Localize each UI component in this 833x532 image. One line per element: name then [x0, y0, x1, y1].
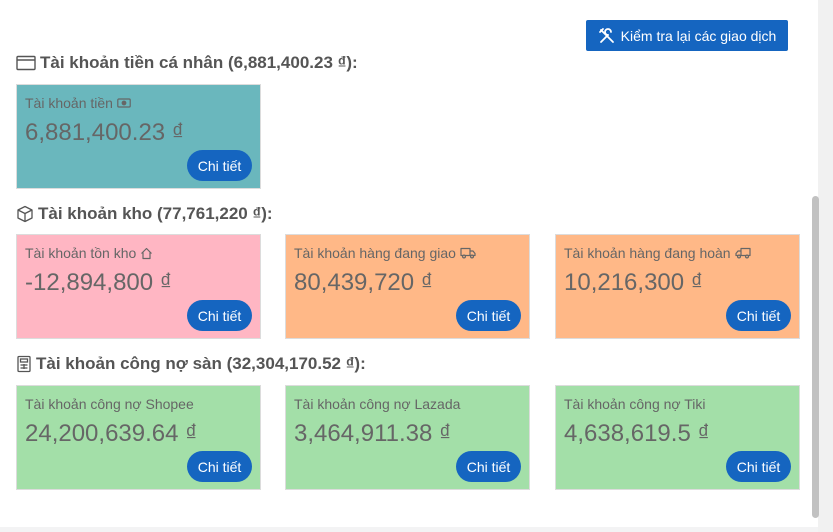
card-label: Tài khoản hàng đang hoàn: [564, 245, 731, 261]
detail-button[interactable]: Chi tiết: [187, 451, 252, 482]
detail-button[interactable]: Chi tiết: [726, 300, 791, 331]
card-tiki-debt: Tài khoản công nợ Tiki 4,638,619.5 ₫ Chi…: [555, 385, 800, 490]
card-label-row: Tài khoản công nợ Tiki: [564, 396, 705, 412]
review-transactions-label: Kiểm tra lại các giao dịch: [620, 27, 777, 44]
card-value: 80,439,720 ₫: [294, 269, 434, 296]
card-label-row: Tài khoản tiền: [25, 95, 131, 111]
box-icon: [16, 205, 34, 223]
calculator-icon: [16, 355, 32, 373]
card-label: Tài khoản công nợ Shopee: [25, 396, 194, 412]
scrollbar-track[interactable]: [818, 0, 833, 532]
card-label: Tài khoản công nợ Tiki: [564, 396, 706, 412]
tools-icon: [598, 27, 616, 45]
detail-button[interactable]: Chi tiết: [456, 300, 521, 331]
section-title-inventory-text: Tài khoản kho (77,761,220 ₫):: [38, 204, 273, 223]
card-label: Tài khoản công nợ Lazada: [294, 396, 461, 412]
card-cash-account: Tài khoản tiền 6,881,400.23 ₫ Chi tiết: [16, 84, 261, 189]
home-icon: [140, 247, 153, 260]
card-delivering-account: Tài khoản hàng đang giao 80,439,720 ₫ Ch…: [285, 234, 530, 339]
section-title-inventory: Tài khoản kho (77,761,220 ₫):: [16, 204, 273, 224]
card-shopee-debt: Tài khoản công nợ Shopee 24,200,639.64 ₫…: [16, 385, 261, 490]
card-stock-account: Tài khoản tồn kho -12,894,800 ₫ Chi tiết: [16, 234, 261, 339]
card-lazada-debt: Tài khoản công nợ Lazada 3,464,911.38 ₫ …: [285, 385, 530, 490]
card-value: 24,200,639.64 ₫: [25, 420, 198, 447]
section-title-cash: Tài khoản tiền cá nhân (6,881,400.23 ₫):: [16, 53, 358, 73]
card-label-row: Tài khoản hàng đang giao: [294, 245, 476, 261]
card-label-row: Tài khoản công nợ Shopee: [25, 396, 194, 412]
card-value: 6,881,400.23 ₫: [25, 119, 185, 146]
detail-button[interactable]: Chi tiết: [726, 451, 791, 482]
cash-icon: [117, 98, 131, 108]
truck-icon: [460, 247, 476, 259]
section-title-debt-text: Tài khoản công nợ sàn (32,304,170.52 ₫):: [36, 354, 366, 373]
section-title-debt: Tài khoản công nợ sàn (32,304,170.52 ₫):: [16, 354, 366, 374]
card-label-row: Tài khoản công nợ Lazada: [294, 396, 460, 412]
card-value: 10,216,300 ₫: [564, 269, 704, 296]
card-value: -12,894,800 ₫: [25, 269, 173, 296]
detail-button[interactable]: Chi tiết: [187, 300, 252, 331]
wallet-icon: [16, 55, 36, 71]
card-label: Tài khoản tiền: [25, 95, 113, 111]
section-title-cash-text: Tài khoản tiền cá nhân (6,881,400.23 ₫):: [40, 53, 358, 72]
card-label-row: Tài khoản hàng đang hoàn: [564, 245, 751, 261]
truck-return-icon: [734, 247, 751, 259]
detail-button[interactable]: Chi tiết: [456, 451, 521, 482]
card-label-row: Tài khoản tồn kho: [25, 245, 153, 261]
card-returning-account: Tài khoản hàng đang hoàn 10,216,300 ₫ Ch…: [555, 234, 800, 339]
card-label: Tài khoản tồn kho: [25, 245, 137, 261]
scrollbar-thumb[interactable]: [812, 196, 819, 518]
detail-button[interactable]: Chi tiết: [187, 150, 252, 181]
review-transactions-button[interactable]: Kiểm tra lại các giao dịch: [586, 20, 788, 51]
card-label: Tài khoản hàng đang giao: [294, 245, 456, 261]
card-value: 3,464,911.38 ₫: [294, 420, 452, 447]
card-value: 4,638,619.5 ₫: [564, 420, 710, 447]
